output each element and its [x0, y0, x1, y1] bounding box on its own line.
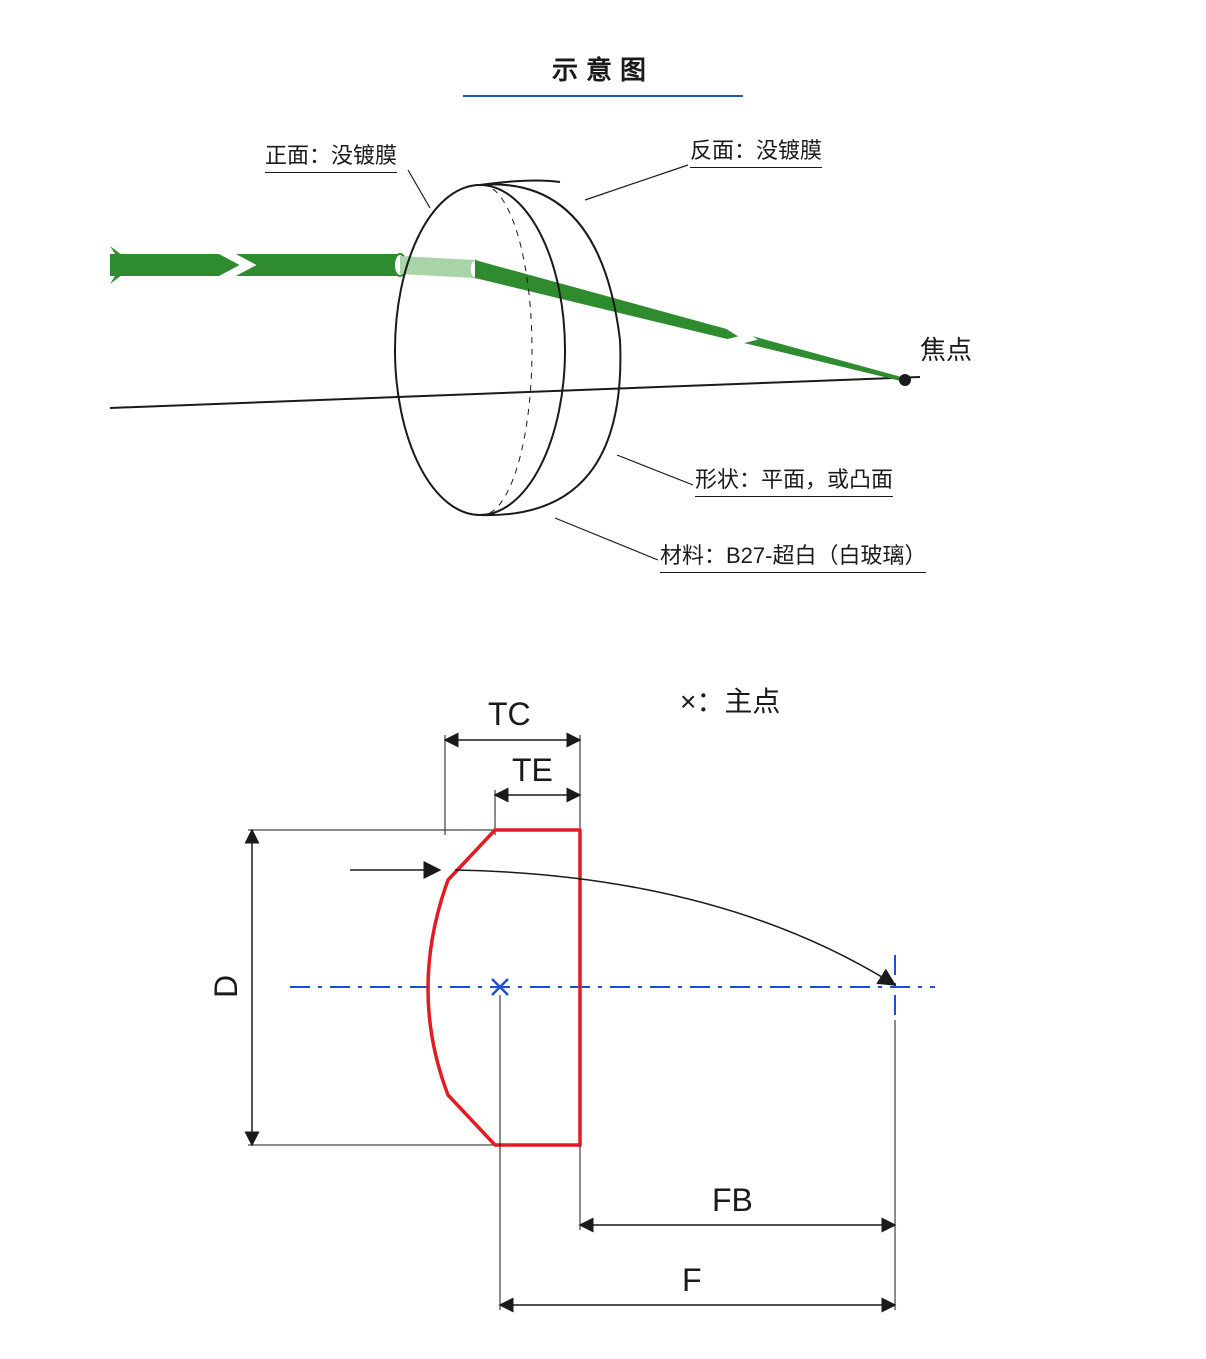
dim-label-fb: FB: [712, 1182, 753, 1219]
dim-label-tc: TC: [488, 696, 531, 733]
dim-label-d: D: [208, 975, 245, 998]
ray-exit: [455, 870, 895, 985]
dim-label-f: F: [682, 1262, 702, 1299]
dim-label-te: TE: [512, 752, 553, 789]
bottom-lens-diagram: [0, 0, 1206, 1359]
